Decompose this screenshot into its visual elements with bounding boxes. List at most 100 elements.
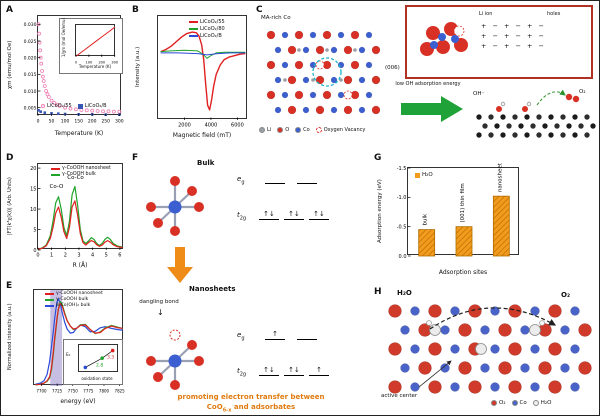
svg-text:2000: 2000 [178, 123, 191, 129]
t2g-orbital-label: t2g [237, 367, 247, 378]
svg-text:0.025: 0.025 [24, 39, 37, 45]
svg-text:4: 4 [91, 253, 94, 259]
svg-text:2.8: 2.8 [96, 362, 103, 368]
bulk-eg-levels [265, 173, 317, 184]
svg-text:bulk: bulk [423, 213, 429, 226]
svg-text:150: 150 [74, 119, 83, 125]
svg-text:7750: 7750 [68, 389, 79, 394]
inset-y-axis-title: 1/χm (mol Oe/emu) [61, 17, 66, 57]
inset-x-axis-title: oxidation state [81, 376, 113, 381]
legend-item: H₂O [415, 172, 433, 178]
li-atom-icon [259, 127, 265, 133]
panel-b-x-axis-title: Magnetic field (mT) [172, 132, 232, 139]
nano-eg-levels: ↑ [265, 329, 317, 340]
svg-text:2: 2 [64, 253, 67, 259]
co-atom-icon [295, 127, 302, 133]
svg-text:0.015: 0.015 [24, 72, 37, 78]
energy-level: ↑↓ [259, 365, 279, 376]
panel-b-label: B [132, 5, 139, 15]
oxygen-vacancy-icon [315, 127, 322, 133]
panel-b-legend: LiCoO₂/55 LiCoO₂/80 LiCoO₂/B [189, 19, 225, 39]
panel-e-xanes: E Normalized intensity (a.u.) 7700 7725 77… [5, 281, 129, 413]
svg-text:6000: 6000 [231, 123, 244, 129]
panel-e-y-axis-title: Normalized intensity (a.u.) [7, 303, 13, 371]
legend-label: O₂ [499, 400, 506, 406]
svg-text:250: 250 [101, 119, 110, 125]
energy-level: ↑↓ [259, 209, 279, 220]
oh-group-label: OH⁻ [473, 91, 485, 97]
legend-label: γ-CoOOH nanosheet [62, 166, 111, 171]
adsorption-energy-bar-chart: 0.0 -0.5 -1.0 -1.5 bulk (001) thin film nanosh… [397, 162, 519, 260]
legend-item: LiCoO₂/80 [189, 26, 225, 32]
svg-text:3.3: 3.3 [107, 354, 114, 360]
bulk-octahedron-model [146, 176, 204, 236]
orange-down-arrow-icon [167, 247, 193, 283]
svg-text:300: 300 [111, 61, 118, 65]
legend-item: Li [259, 127, 271, 133]
svg-text:0.030: 0.030 [24, 22, 37, 28]
legend-item: γ-CoOOH bulk [51, 172, 111, 177]
inset-y-axis-title: E₀ [66, 352, 71, 357]
legend-item: O₂ [491, 400, 506, 406]
panel-h-label: H [374, 287, 382, 297]
energy-level: ↑ [265, 329, 285, 340]
line-swatch [189, 28, 198, 30]
panel-a-inset: 1/χm (mol Oe/emu) 0 100 200 300 Temperature… [59, 18, 123, 74]
h2o-molecule-icon [532, 400, 539, 406]
legend-item: LiCoO₂/55 [189, 19, 225, 25]
panel-f-label: F [132, 153, 139, 163]
inverse-chi-inset-plot: 0 100 200 300 [75, 24, 118, 65]
legend-item: β-Co(OH)₂ bulk [45, 303, 103, 308]
line-swatch [189, 21, 198, 23]
svg-text:0.010: 0.010 [24, 89, 37, 95]
panel-g-legend: H₂O [415, 172, 433, 178]
inset-x-axis-title: Temperature (K) [78, 64, 112, 69]
svg-text:0: 0 [33, 248, 36, 254]
legend-label: Co [519, 400, 527, 406]
svg-text:20: 20 [30, 166, 36, 172]
legend-item: H₂O [532, 400, 552, 406]
nano-t2g-levels: ↑↓ ↑↓ ↑ [259, 365, 329, 376]
svg-text:7825: 7825 [115, 389, 126, 394]
svg-text:15: 15 [30, 186, 36, 192]
svg-text:0: 0 [37, 119, 40, 125]
legend-item: LiCoO₂/B [77, 103, 107, 109]
svg-text:10: 10 [30, 207, 36, 213]
panel-f-crystal-field-diagram: F Bulk eg t2g ↑↓ ↑↓ ↑↓ Nanosheets [131, 153, 371, 415]
svg-text:7700: 7700 [36, 389, 47, 394]
panel-h-active-site-diagram: H H₂O O₂ active center O₂ Co H₂O [373, 287, 599, 415]
svg-text:200: 200 [98, 61, 105, 65]
o2-label: O₂ [561, 291, 571, 299]
legend-item: O [277, 127, 289, 133]
svg-text:100: 100 [86, 61, 93, 65]
panel-c-atom-legend: Li O Co Oxygen Vacancy [259, 127, 365, 133]
panel-g-adsorption-energy: G Adsorption energy (eV) 0.0 -0.5 -1.0 -1.5… [373, 153, 539, 285]
legend-label: LiCoO₂/B [200, 33, 222, 39]
panel-d-legend: γ-CoOOH nanosheet γ-CoOOH bulk [51, 166, 111, 177]
bulk-title: Bulk [197, 159, 215, 167]
oxidation-state-inset-plot: 2.8 3.3 [78, 344, 118, 372]
legend-label: H₂O [422, 172, 433, 178]
svg-text:200: 200 [88, 119, 97, 125]
legend-label: LiCoO₂/80 [200, 26, 225, 32]
legend-label: H₂O [540, 400, 552, 406]
svg-text:7775: 7775 [83, 389, 94, 394]
eg-orbital-label: eg [237, 331, 245, 342]
o-atom-icon [277, 127, 284, 133]
bar-swatch [415, 172, 420, 178]
holes-label: holes [547, 11, 561, 17]
line-swatch [51, 167, 60, 170]
surface-annotation: MA-rich Co [261, 15, 291, 21]
panel-a-susceptibility: A χm (emu/mol Oe) 0 50 100 150 200 250 300 0.00… [5, 5, 129, 151]
energy-level [297, 173, 317, 184]
surface-lattice-diagram [388, 304, 592, 394]
panel-g-y-axis-title: Adsorption energy (eV) [377, 179, 383, 243]
svg-text:300: 300 [115, 119, 124, 125]
line-swatch [51, 173, 60, 176]
vacancy-cluster-diagram [420, 22, 468, 56]
arrow-caption: low OH adsorption energy [395, 81, 461, 87]
line-swatch [189, 35, 198, 37]
legend-item: γ-CoOOH bulk [45, 297, 103, 302]
green-right-arrow-icon [401, 96, 463, 122]
